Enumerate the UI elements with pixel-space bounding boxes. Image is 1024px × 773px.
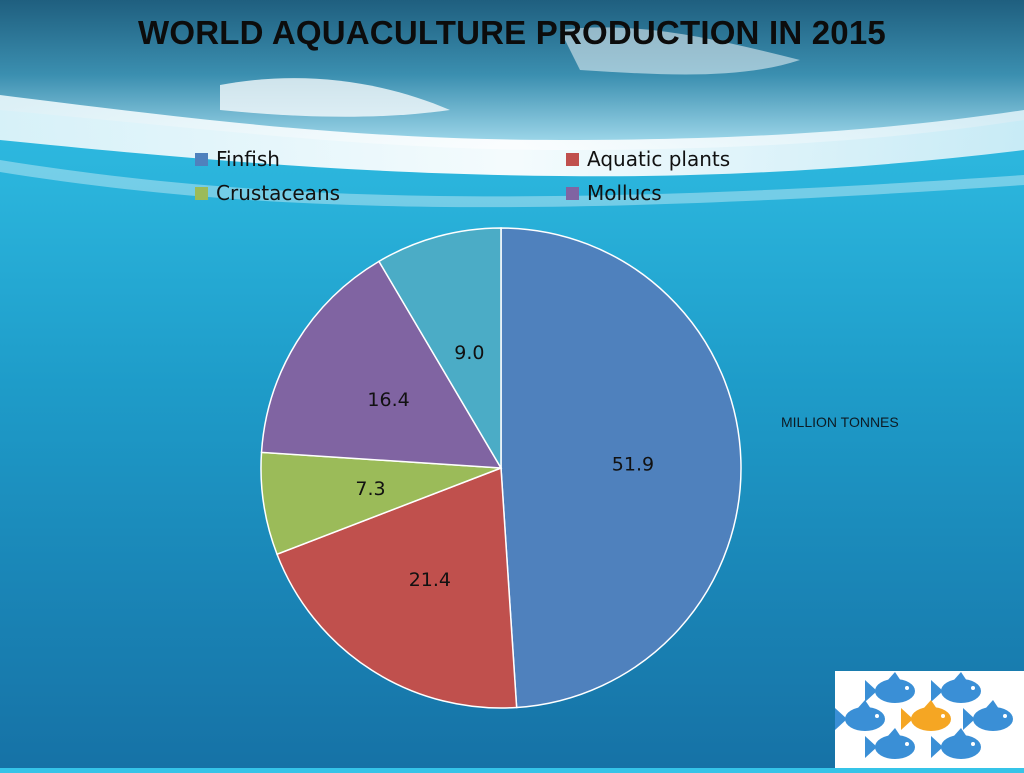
fish-school-icon bbox=[835, 672, 1013, 759]
pie-slice-crustaceans bbox=[260, 451, 502, 556]
legend-label-finfish: Finfish bbox=[216, 147, 280, 171]
legend-swatch-mollucs bbox=[566, 186, 579, 200]
legend-label-mollucs: Mollucs bbox=[587, 181, 662, 205]
logo bbox=[835, 671, 1024, 768]
unit-label: MILLION TONNES bbox=[781, 414, 899, 430]
data-label-aquatic-plants: 21.4 bbox=[409, 569, 451, 591]
data-label-finfish: 51.9 bbox=[612, 454, 654, 476]
data-label-mollucs: 16.4 bbox=[367, 389, 409, 411]
fish-icon bbox=[931, 672, 981, 703]
legend-item-mollucs: Mollucs bbox=[566, 181, 662, 205]
legend-item-finfish: Finfish bbox=[195, 147, 280, 171]
pie-slice-unlabeled bbox=[377, 227, 502, 471]
legend-swatch-aquatic-plants bbox=[566, 152, 579, 166]
pie-slice-aquatic-plants bbox=[276, 466, 518, 709]
pie-slice-finfish bbox=[500, 227, 742, 709]
highlight-fish-icon bbox=[901, 700, 951, 731]
legend-label-aquatic-plants: Aquatic plants bbox=[587, 147, 731, 171]
legend-label-crustaceans: Crustaceans bbox=[216, 181, 341, 205]
data-label-crustaceans: 7.3 bbox=[355, 478, 385, 500]
pie-slice-mollucs bbox=[260, 260, 503, 469]
fish-icon bbox=[865, 672, 915, 703]
legend-item-aquatic-plants: Aquatic plants bbox=[566, 147, 730, 171]
data-label-unlabeled: 9.0 bbox=[454, 342, 484, 364]
fish-icon bbox=[865, 728, 915, 759]
legend-swatch-crustaceans bbox=[195, 186, 208, 200]
legend-swatch-finfish bbox=[195, 152, 208, 166]
fish-icon bbox=[931, 728, 981, 759]
fish-icon bbox=[835, 700, 885, 731]
fish-icon bbox=[963, 700, 1013, 731]
legend-item-crustaceans: Crustaceans bbox=[195, 181, 340, 205]
page-title: WORLD AQUACULTURE PRODUCTION IN 2015 bbox=[138, 14, 886, 51]
